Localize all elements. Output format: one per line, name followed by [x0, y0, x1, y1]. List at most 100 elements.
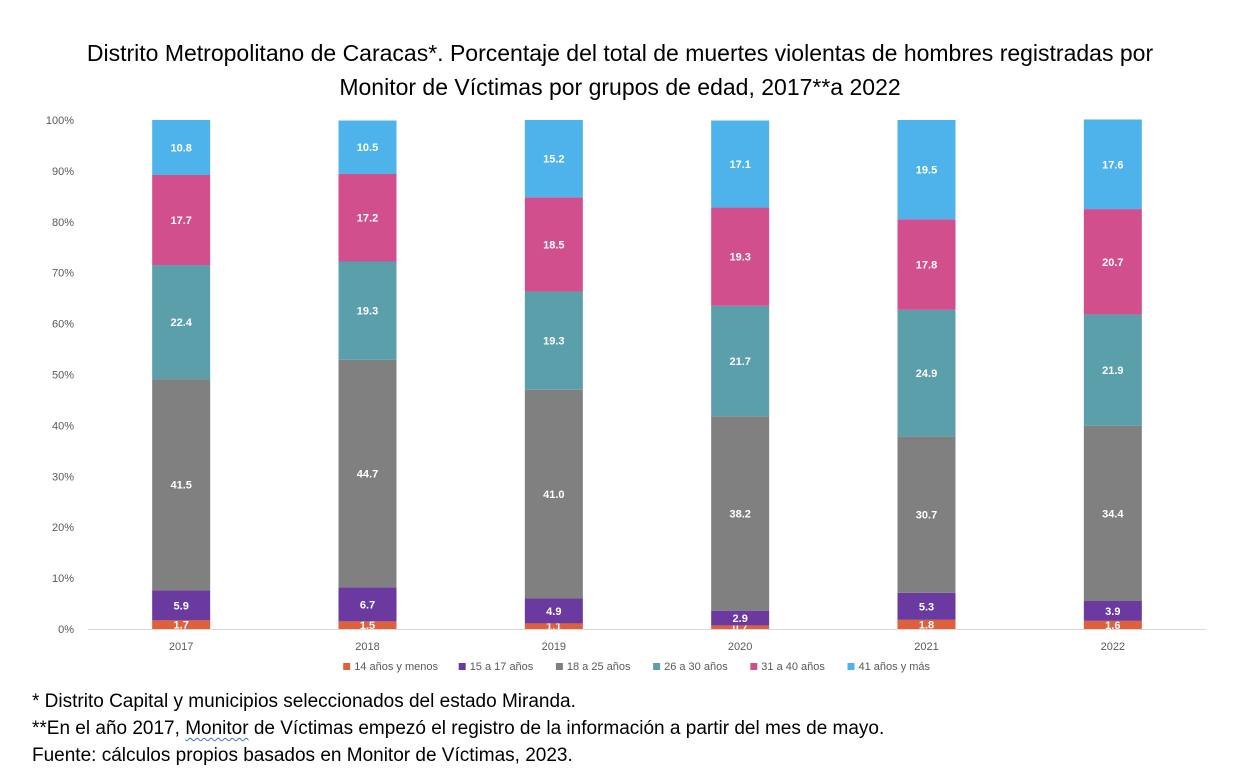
x-tick-label: 2017 [169, 641, 193, 653]
data-label: 15.2 [543, 154, 564, 166]
legend-swatch [555, 663, 563, 670]
bar-segment [1083, 601, 1142, 621]
footnotes: * Distrito Capital y municipios seleccio… [32, 688, 884, 769]
bar-segment [1083, 425, 1142, 602]
legend-swatch [653, 663, 661, 670]
chart-title-line-2: Monitor de Víctimas por grupos de edad, … [339, 74, 901, 100]
bar-segment [1083, 314, 1142, 426]
x-tick-label: 2022 [1101, 641, 1125, 653]
bar-segment [711, 305, 770, 417]
data-label: 41.5 [170, 480, 191, 492]
y-tick-label: 30% [52, 471, 74, 483]
y-tick-label: 80% [52, 217, 74, 229]
data-label: 1.7 [174, 620, 189, 632]
bar-segment [711, 625, 770, 629]
data-label: 19.3 [543, 336, 564, 348]
bar-segment [711, 610, 770, 626]
bar-segment [338, 621, 397, 629]
y-tick-label: 20% [52, 522, 74, 534]
bar-segment [338, 587, 397, 622]
bar-segment [152, 620, 211, 629]
bar-segment [711, 120, 770, 208]
data-label: 10.8 [170, 142, 191, 154]
footnote-year-note: **En el año 2017, Monitor de Víctimas em… [32, 715, 884, 742]
bar-segment [1083, 119, 1142, 210]
y-tick-label: 60% [52, 319, 74, 331]
bar-segment [338, 261, 397, 360]
y-tick-label: 0% [58, 624, 74, 636]
bar-segment [338, 359, 397, 588]
x-tick-label: 2019 [542, 641, 566, 653]
data-label: 21.9 [1102, 365, 1123, 377]
data-label: 5.3 [919, 601, 934, 613]
bar-segment [897, 592, 956, 620]
y-tick-label: 40% [52, 420, 74, 432]
footnote-source: Fuente: cálculos propios basados en Moni… [32, 745, 573, 766]
legend-label: 41 años y más [859, 661, 931, 673]
data-label: 19.5 [916, 165, 937, 177]
data-label: 1.6 [1105, 620, 1120, 632]
chart-title: Distrito Metropolitano de Caracas*. Porc… [20, 36, 1220, 104]
bar-segment [152, 120, 211, 175]
data-label: 30.7 [916, 510, 937, 522]
legend-label: 15 a 17 años [470, 661, 534, 673]
bar-segment [152, 590, 211, 621]
bar-segment [152, 174, 211, 266]
data-label: 21.7 [729, 356, 750, 368]
bar-segment [524, 197, 583, 292]
legend-swatch [343, 663, 351, 670]
data-label: 19.3 [729, 252, 750, 264]
bar-segment [897, 120, 956, 220]
bar-segment [711, 416, 770, 611]
bar-segment [897, 219, 956, 310]
footnote-year-note-end: de Víctimas empezó el registro de la inf… [248, 718, 885, 739]
data-label: 5.9 [174, 600, 189, 612]
bar-segment [338, 120, 397, 174]
bar-segment [524, 120, 583, 198]
data-label: 1.5 [360, 620, 375, 632]
bar-segment [711, 207, 770, 306]
y-tick-label: 50% [52, 370, 74, 382]
data-label: 3.9 [1105, 606, 1120, 618]
bar-segment [524, 291, 583, 390]
bar-segment [524, 389, 583, 599]
legend-label: 31 a 40 años [761, 661, 825, 673]
footnote-year-note-start: **En el año 2017, [32, 718, 186, 739]
y-tick-label: 10% [52, 573, 74, 585]
data-label: 18.5 [543, 239, 564, 251]
bar-segment [897, 619, 956, 629]
legend-swatch [750, 663, 758, 670]
data-label: 19.3 [357, 306, 378, 318]
data-label: 20.7 [1102, 257, 1123, 269]
data-label: 17.6 [1102, 159, 1123, 171]
data-label: 22.4 [170, 317, 192, 329]
x-tick-label: 2020 [728, 641, 752, 653]
legend-label: 14 años y menos [354, 661, 438, 673]
data-label: 6.7 [360, 599, 375, 611]
bar-segment [897, 436, 956, 593]
data-label: 17.7 [170, 215, 191, 227]
bar-segment [897, 309, 956, 437]
data-label: 4.9 [546, 606, 561, 618]
bar-segment [152, 265, 211, 380]
data-label: 1.1 [546, 621, 561, 633]
data-label: 44.7 [357, 469, 378, 481]
data-label: 17.2 [357, 213, 378, 225]
legend-swatch [847, 663, 855, 670]
bar-segment [524, 623, 583, 629]
y-tick-label: 90% [52, 166, 74, 178]
data-label: 17.8 [916, 260, 937, 272]
bar-segment [152, 379, 211, 591]
stacked-bar-chart: 0% 10% 20% 30% 40% 50% 60% 70% 80% 90% 100% 1.7 5.9 4… [46, 115, 1206, 673]
data-label: 17.1 [729, 159, 750, 171]
y-tick-label: 70% [52, 268, 74, 280]
y-tick-label: 100% [46, 115, 74, 127]
x-tick-label: 2021 [914, 641, 938, 653]
data-label: 38.2 [729, 508, 750, 520]
legend-swatch [458, 663, 466, 670]
data-label: 41.0 [543, 489, 564, 501]
bar-segment [1083, 620, 1142, 629]
data-label: 34.4 [1102, 508, 1124, 520]
bar-segment [1083, 209, 1142, 315]
chart-title-line-1: Distrito Metropolitano de Caracas*. Porc… [86, 40, 1154, 66]
